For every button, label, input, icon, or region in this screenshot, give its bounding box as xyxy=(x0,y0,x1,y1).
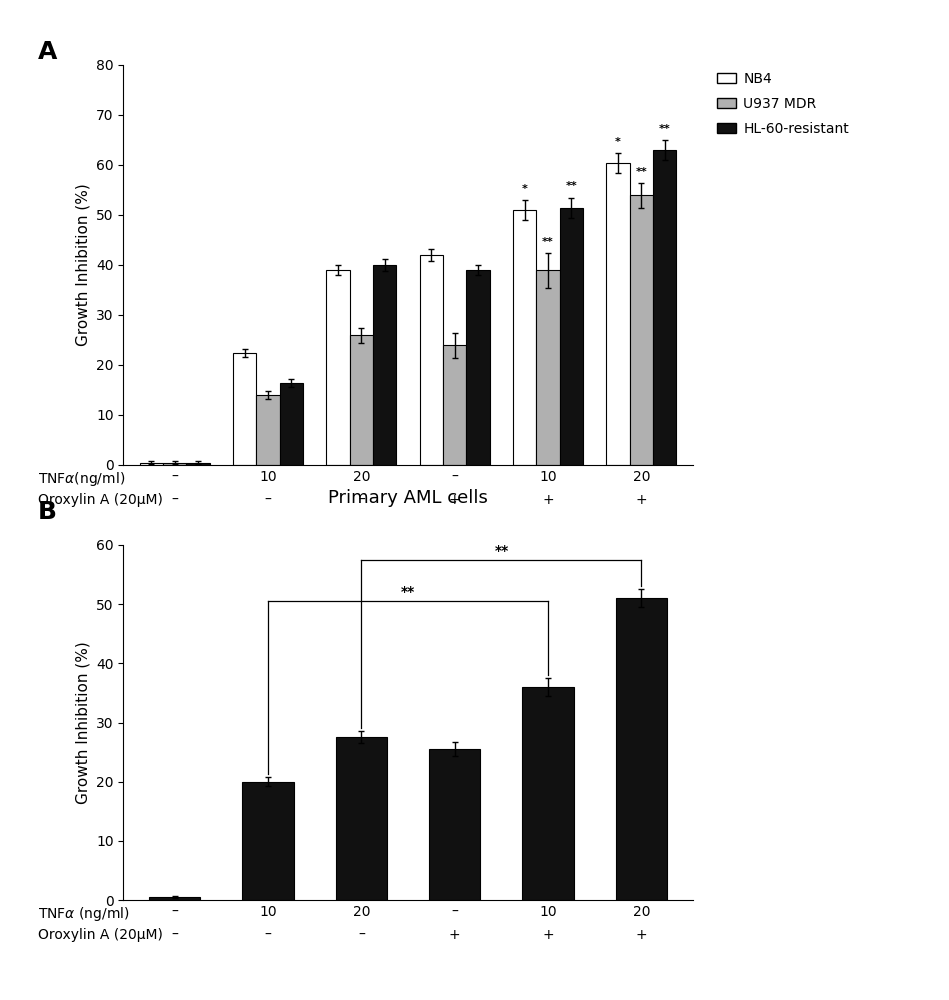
Text: –: – xyxy=(452,905,458,919)
Text: 10: 10 xyxy=(539,470,557,484)
Text: B: B xyxy=(38,500,57,524)
Y-axis label: Growth Inhibition (%): Growth Inhibition (%) xyxy=(76,184,90,346)
Bar xyxy=(242,782,294,900)
Text: Oroxylin A (20μM): Oroxylin A (20μM) xyxy=(38,493,163,507)
Bar xyxy=(350,335,373,465)
Text: 20: 20 xyxy=(353,470,370,484)
Text: –: – xyxy=(171,470,178,484)
Text: A: A xyxy=(38,40,57,64)
Text: –: – xyxy=(452,470,458,484)
Text: –: – xyxy=(265,493,271,507)
Bar xyxy=(280,382,303,465)
Text: +: + xyxy=(542,928,554,942)
Text: 20: 20 xyxy=(353,905,370,919)
Bar xyxy=(616,598,667,900)
Text: TNF$\alpha$(ng/ml): TNF$\alpha$(ng/ml) xyxy=(38,470,125,488)
Text: –: – xyxy=(171,493,178,507)
Text: **: ** xyxy=(566,182,577,192)
Bar xyxy=(522,687,574,900)
Bar xyxy=(326,270,350,465)
Legend: NB4, U937 MDR, HL-60-resistant: NB4, U937 MDR, HL-60-resistant xyxy=(716,72,849,136)
Text: –: – xyxy=(171,905,178,919)
Bar xyxy=(186,462,210,465)
Text: +: + xyxy=(449,928,460,942)
Text: **: ** xyxy=(636,166,647,176)
Bar xyxy=(419,255,443,465)
Bar xyxy=(140,462,163,465)
Text: **: ** xyxy=(659,124,671,134)
Text: 10: 10 xyxy=(259,470,277,484)
Text: +: + xyxy=(449,493,460,507)
Text: 10: 10 xyxy=(259,905,277,919)
Bar xyxy=(149,897,200,900)
Text: +: + xyxy=(636,928,647,942)
Text: **: ** xyxy=(400,585,416,599)
Text: +: + xyxy=(542,493,554,507)
Text: **: ** xyxy=(494,544,509,558)
Bar xyxy=(233,353,256,465)
Text: –: – xyxy=(265,928,271,942)
Bar xyxy=(466,270,490,465)
Bar xyxy=(336,737,387,900)
Bar xyxy=(606,162,630,465)
Bar xyxy=(536,270,560,465)
Title: Primary AML cells: Primary AML cells xyxy=(328,489,488,507)
Text: 10: 10 xyxy=(539,905,557,919)
Text: –: – xyxy=(171,928,178,942)
Bar xyxy=(513,210,536,465)
Text: –: – xyxy=(358,928,364,942)
Bar xyxy=(163,462,186,465)
Bar xyxy=(256,395,280,465)
Text: 20: 20 xyxy=(633,470,650,484)
Bar xyxy=(429,749,480,900)
Bar xyxy=(373,265,397,465)
Text: 20: 20 xyxy=(633,905,650,919)
Text: TNF$\alpha$ (ng/ml): TNF$\alpha$ (ng/ml) xyxy=(38,905,130,923)
Bar xyxy=(443,345,466,465)
Bar xyxy=(653,150,677,465)
Bar xyxy=(630,195,653,465)
Bar xyxy=(560,208,583,465)
Text: +: + xyxy=(636,493,647,507)
Text: *: * xyxy=(615,136,621,146)
Text: –: – xyxy=(358,493,364,507)
Text: Oroxylin A (20μM): Oroxylin A (20μM) xyxy=(38,928,163,942)
Text: *: * xyxy=(522,184,528,194)
Text: **: ** xyxy=(542,236,554,246)
Y-axis label: Growth Inhibition (%): Growth Inhibition (%) xyxy=(76,641,90,804)
